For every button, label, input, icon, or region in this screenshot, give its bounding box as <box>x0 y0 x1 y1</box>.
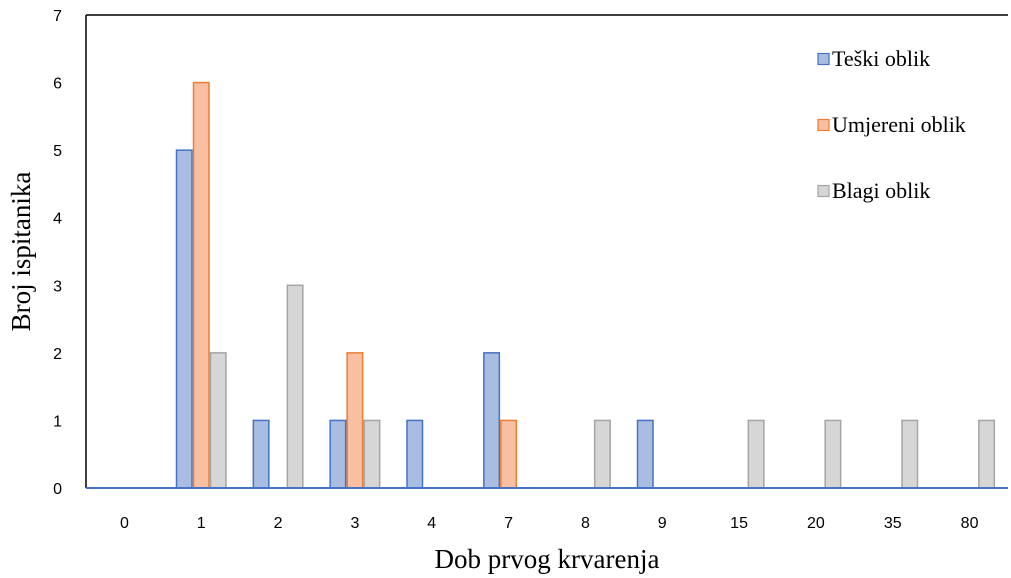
bar <box>192 81 210 489</box>
y-tick-label: 2 <box>53 346 62 363</box>
bar <box>286 284 304 489</box>
x-tick-label: 4 <box>427 515 436 532</box>
x-tick-label: 9 <box>658 515 667 532</box>
legend: Teški oblik Umjereni oblik Blagi oblik <box>817 46 966 203</box>
bar <box>978 419 996 489</box>
x-axis-title: Dob prvog krvarenja <box>435 544 660 574</box>
bar <box>329 419 347 489</box>
y-tick-label: 5 <box>53 143 62 160</box>
bars <box>175 81 996 489</box>
y-axis-ticks: 0 1 2 3 4 5 6 7 <box>53 8 62 498</box>
y-tick-label: 3 <box>53 278 62 295</box>
legend-label: Blagi oblik <box>832 178 930 203</box>
bar <box>636 419 654 489</box>
bar <box>747 419 765 489</box>
bar <box>363 419 381 489</box>
y-tick-label: 6 <box>53 76 62 93</box>
y-tick-label: 0 <box>53 481 62 498</box>
x-tick-label: 15 <box>730 515 748 532</box>
x-tick-label: 20 <box>807 515 825 532</box>
x-tick-label: 0 <box>120 515 129 532</box>
bar <box>483 352 501 489</box>
bar <box>901 419 919 489</box>
bar <box>209 352 227 489</box>
x-axis-ticks: 0 1 2 3 4 7 8 9 15 20 35 80 <box>120 515 979 532</box>
x-tick-label: 2 <box>274 515 283 532</box>
x-tick-label: 80 <box>961 515 979 532</box>
bar <box>593 419 611 489</box>
y-axis-title: Broj ispitanika <box>6 172 36 332</box>
y-tick-label: 1 <box>53 413 62 430</box>
y-tick-label: 7 <box>53 8 62 25</box>
bar <box>252 419 270 489</box>
bar <box>175 149 193 489</box>
x-tick-label: 3 <box>350 515 359 532</box>
y-tick-label: 4 <box>53 211 62 228</box>
bar <box>824 419 842 489</box>
bar <box>346 352 364 489</box>
legend-swatch <box>817 52 830 66</box>
legend-label: Umjereni oblik <box>832 112 966 137</box>
legend-label: Teški oblik <box>832 46 930 71</box>
x-tick-label: 35 <box>884 515 902 532</box>
bar <box>500 419 518 489</box>
bar <box>406 419 424 489</box>
x-tick-label: 8 <box>581 515 590 532</box>
legend-swatch <box>817 118 830 132</box>
x-tick-label: 1 <box>197 515 206 532</box>
x-tick-label: 7 <box>504 515 513 532</box>
legend-swatch <box>817 184 830 198</box>
